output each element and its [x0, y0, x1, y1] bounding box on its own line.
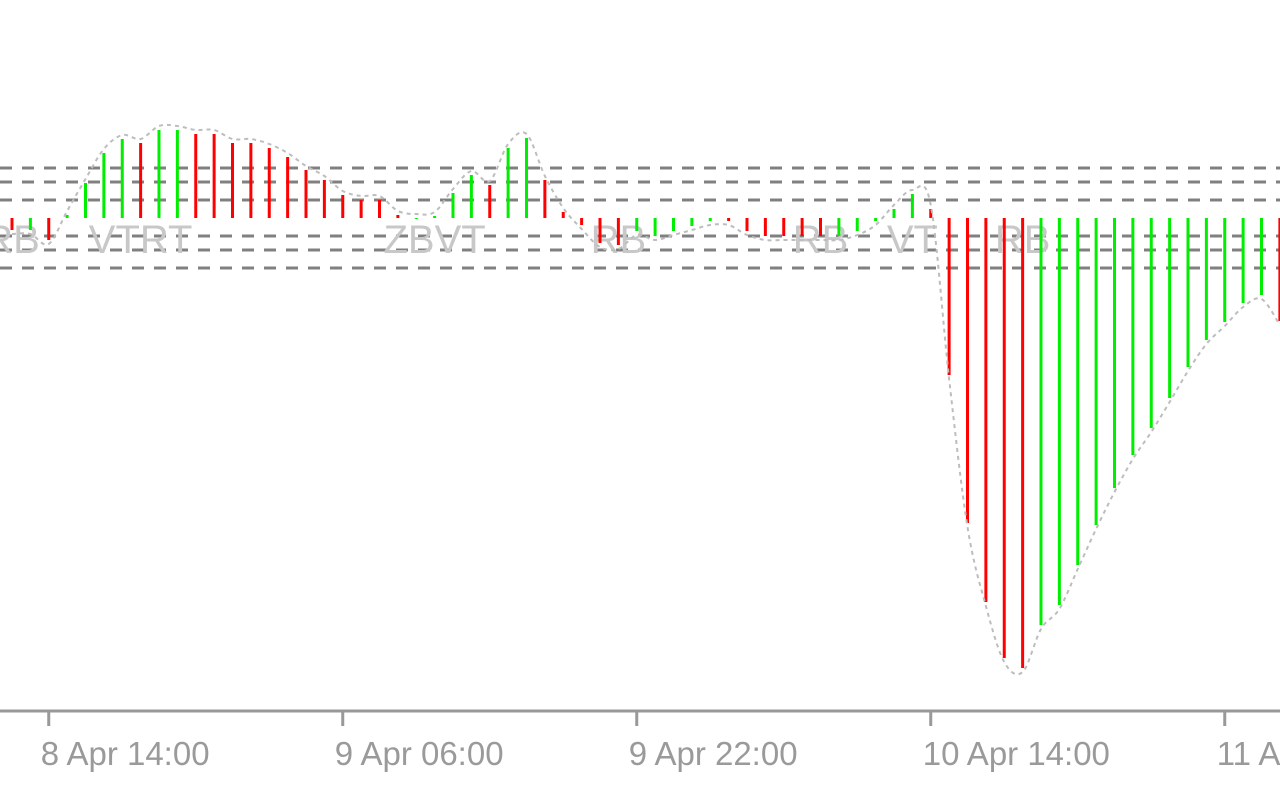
- histogram-bar: [525, 138, 528, 218]
- x-tick-label: 11 Apr 06:00: [1217, 735, 1280, 772]
- histogram-bar: [1260, 218, 1263, 295]
- histogram-bar: [800, 218, 804, 236]
- x-tick-label: 9 Apr 22:00: [629, 735, 798, 772]
- histogram-bar: [543, 180, 547, 218]
- histogram-bar: [837, 218, 841, 236]
- histogram-bar: [175, 130, 179, 218]
- histogram-bar: [433, 216, 437, 218]
- histogram-bar: [672, 218, 675, 231]
- histogram-bar: [47, 218, 51, 240]
- histogram-bar: [1094, 218, 1098, 525]
- pattern-label: ZBVT: [384, 218, 486, 262]
- histogram-bar: [819, 218, 822, 236]
- histogram-bar: [378, 200, 381, 218]
- histogram-bar: [653, 218, 657, 236]
- histogram-bar: [855, 218, 859, 231]
- histogram-bar: [1168, 218, 1172, 398]
- histogram-bar: [1204, 218, 1208, 340]
- histogram-bar: [727, 218, 731, 221]
- histogram-bar: [194, 134, 198, 218]
- histogram-bar: [1241, 218, 1245, 303]
- histogram-bar: [359, 200, 363, 218]
- histogram-bar: [1278, 218, 1280, 321]
- x-tick-label: 9 Apr 06:00: [335, 735, 504, 772]
- histogram-bar: [212, 134, 216, 218]
- histogram-bar: [304, 170, 308, 218]
- histogram-bar: [1039, 218, 1043, 625]
- histogram-bar: [782, 218, 786, 236]
- histogram-bar: [414, 218, 418, 219]
- histogram-bar: [561, 212, 565, 218]
- histogram-bar: [322, 180, 326, 218]
- histogram-bar: [341, 195, 345, 218]
- histogram-bar: [1057, 218, 1061, 605]
- histogram-bar: [929, 209, 933, 218]
- histogram-bar: [249, 143, 253, 218]
- histogram-bar: [267, 148, 271, 218]
- histogram-bar: [966, 218, 969, 523]
- histogram-bar: [469, 175, 473, 218]
- histogram-bar: [84, 183, 87, 218]
- histogram-bar: [488, 185, 492, 218]
- histogram-bar: [10, 218, 14, 230]
- pattern-label: VTRT: [89, 218, 193, 262]
- histogram-bar: [690, 218, 694, 226]
- histogram-bar: [745, 218, 749, 231]
- x-tick-label: 8 Apr 14:00: [41, 735, 210, 772]
- histogram-bar: [1076, 218, 1080, 565]
- x-axis: 8 Apr 14:00 9 Apr 06:00 9 Apr 22:00 10 Apr …: [0, 709, 1280, 772]
- histogram-bar: [763, 218, 767, 236]
- histogram-bar: [231, 143, 234, 218]
- pattern-labels: RBVTRTZBVTRBRBVTRB: [0, 218, 1050, 262]
- pattern-label: RB: [0, 218, 40, 262]
- histogram-bar: [1149, 218, 1153, 428]
- histogram-bar: [65, 215, 69, 218]
- histogram-bar: [892, 209, 896, 218]
- histogram-bar: [635, 218, 639, 231]
- histogram-bar: [28, 218, 32, 230]
- histogram-bar: [874, 218, 878, 221]
- histogram-bar: [1113, 218, 1116, 488]
- level-lines: [0, 166, 1280, 270]
- x-tick-label: 10 Apr 14:00: [923, 735, 1110, 772]
- histogram-bar: [1002, 218, 1006, 658]
- envelope-line: [11, 123, 1280, 676]
- histogram-bar: [451, 193, 455, 218]
- histogram-bar: [1186, 218, 1190, 367]
- histogram-bar: [286, 157, 290, 218]
- histogram-bar: [1021, 218, 1025, 668]
- histogram-bar: [947, 218, 951, 375]
- histogram-bar: [580, 218, 584, 225]
- histogram-bar: [120, 139, 124, 218]
- histogram-bar: [157, 130, 161, 218]
- histogram-bar: [708, 218, 712, 221]
- histogram-bar: [102, 153, 106, 218]
- histogram-bar: [1223, 218, 1227, 322]
- histogram-bar: [139, 143, 143, 218]
- histogram-bar: [506, 148, 510, 218]
- histogram-bar: [910, 194, 914, 218]
- histogram-bars: [10, 130, 1280, 668]
- histogram-bar: [396, 215, 400, 218]
- histogram-bar: [984, 218, 988, 602]
- histogram-bar: [598, 218, 602, 243]
- histogram-bar: [1131, 218, 1135, 455]
- pattern-label: VT: [887, 218, 938, 262]
- histogram-bar: [616, 218, 620, 245]
